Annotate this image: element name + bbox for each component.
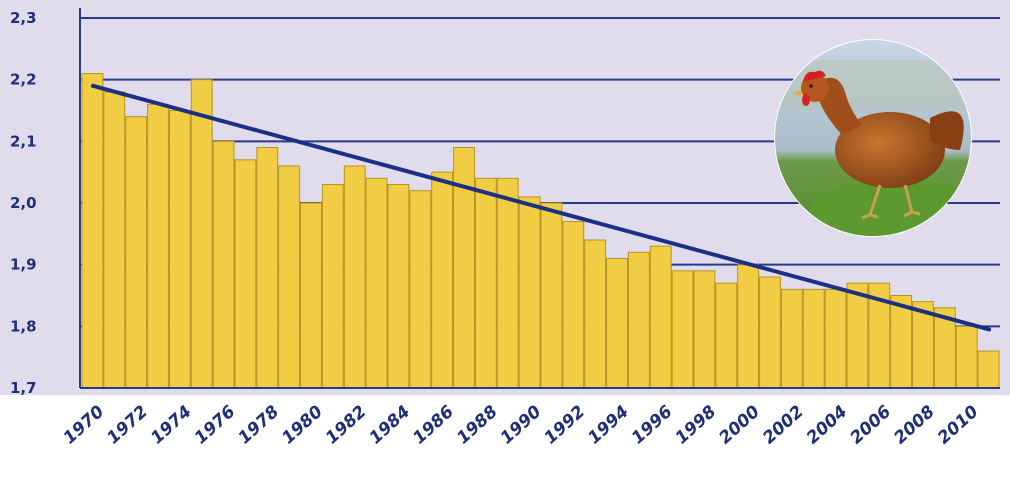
bars — [81, 73, 1000, 389]
y-tick-label: 2,0 — [10, 194, 37, 212]
x-tick-label: 1990 — [497, 402, 546, 449]
bar-1985 — [409, 190, 432, 389]
bar-1992 — [562, 221, 585, 389]
x-tick-label: 1986 — [409, 402, 458, 449]
x-tick-label: 1988 — [453, 402, 502, 449]
x-tick-label: 1974 — [147, 402, 196, 449]
bar-1989 — [496, 177, 519, 389]
bar-1982 — [343, 165, 366, 389]
x-tick-label: 1994 — [584, 402, 633, 449]
y-tick-label: 2,1 — [10, 132, 37, 150]
bar-1981 — [321, 184, 344, 389]
x-tick-label: 1976 — [191, 402, 240, 449]
x-tick-label: 2004 — [803, 402, 852, 449]
bar-1984 — [387, 184, 410, 389]
bar-2001 — [759, 276, 781, 389]
bar-1978 — [256, 147, 279, 389]
bar-2004 — [824, 288, 847, 389]
bar-1999 — [715, 282, 738, 389]
x-tick-label: 2000 — [715, 402, 764, 449]
bar-1977 — [234, 159, 257, 389]
bar-1990 — [518, 196, 541, 389]
x-tick-labels: 1970197219741976197819801982198419861988… — [60, 402, 983, 449]
x-tick-label: 1982 — [322, 402, 371, 449]
chicken-photo — [774, 39, 972, 237]
x-tick-label: 2002 — [759, 402, 808, 449]
bar-2002 — [780, 288, 803, 389]
bar-1970 — [81, 73, 104, 389]
x-tick-label: 2008 — [890, 402, 939, 449]
bar-2000 — [737, 264, 760, 389]
bar-1994 — [606, 258, 628, 389]
bar-1975 — [190, 79, 213, 389]
bar-1998 — [693, 270, 716, 389]
y-tick-label: 1,8 — [10, 317, 37, 335]
bar-1983 — [365, 177, 388, 389]
y-tick-label: 2,3 — [10, 9, 37, 27]
bar-1979 — [278, 165, 301, 389]
bar-1973 — [147, 103, 169, 389]
x-tick-label: 1998 — [672, 402, 721, 449]
bar-2005 — [846, 282, 869, 389]
x-tick-label: 1992 — [541, 402, 590, 449]
y-tick-label: 2,2 — [10, 71, 37, 89]
x-tick-label: 1970 — [60, 402, 109, 449]
bar-1995 — [627, 251, 650, 389]
y-tick-label: 1,7 — [10, 379, 37, 397]
bar-1991 — [540, 202, 563, 389]
x-tick-label: 1978 — [235, 402, 284, 449]
bar-2010 — [955, 325, 978, 389]
bar-1996 — [649, 245, 672, 389]
trendline-group — [90, 83, 992, 332]
x-tick-label: 1972 — [103, 402, 152, 449]
x-tick-label: 1980 — [278, 402, 327, 449]
bar-1980 — [300, 202, 322, 389]
bar-1972 — [125, 116, 148, 389]
y-tick-label: 1,9 — [10, 256, 37, 274]
bar-1988 — [474, 177, 497, 389]
bar-2011 — [977, 350, 1000, 389]
x-tick-label: 2010 — [934, 402, 983, 449]
bar-1986 — [431, 171, 454, 389]
x-tick-label: 1996 — [628, 402, 677, 449]
bar-1976 — [212, 140, 235, 389]
bar-1974 — [168, 110, 191, 389]
bar-1993 — [584, 239, 607, 389]
bar-2003 — [802, 288, 825, 389]
x-tick-label: 1984 — [366, 402, 415, 449]
bar-1997 — [671, 270, 694, 389]
y-tick-labels: 1,7 1,8 1,9 2,0 2,1 2,2 2,3 — [10, 9, 37, 397]
x-tick-label: 2006 — [847, 402, 896, 449]
trendline — [90, 83, 992, 332]
bar-1971 — [103, 91, 126, 389]
